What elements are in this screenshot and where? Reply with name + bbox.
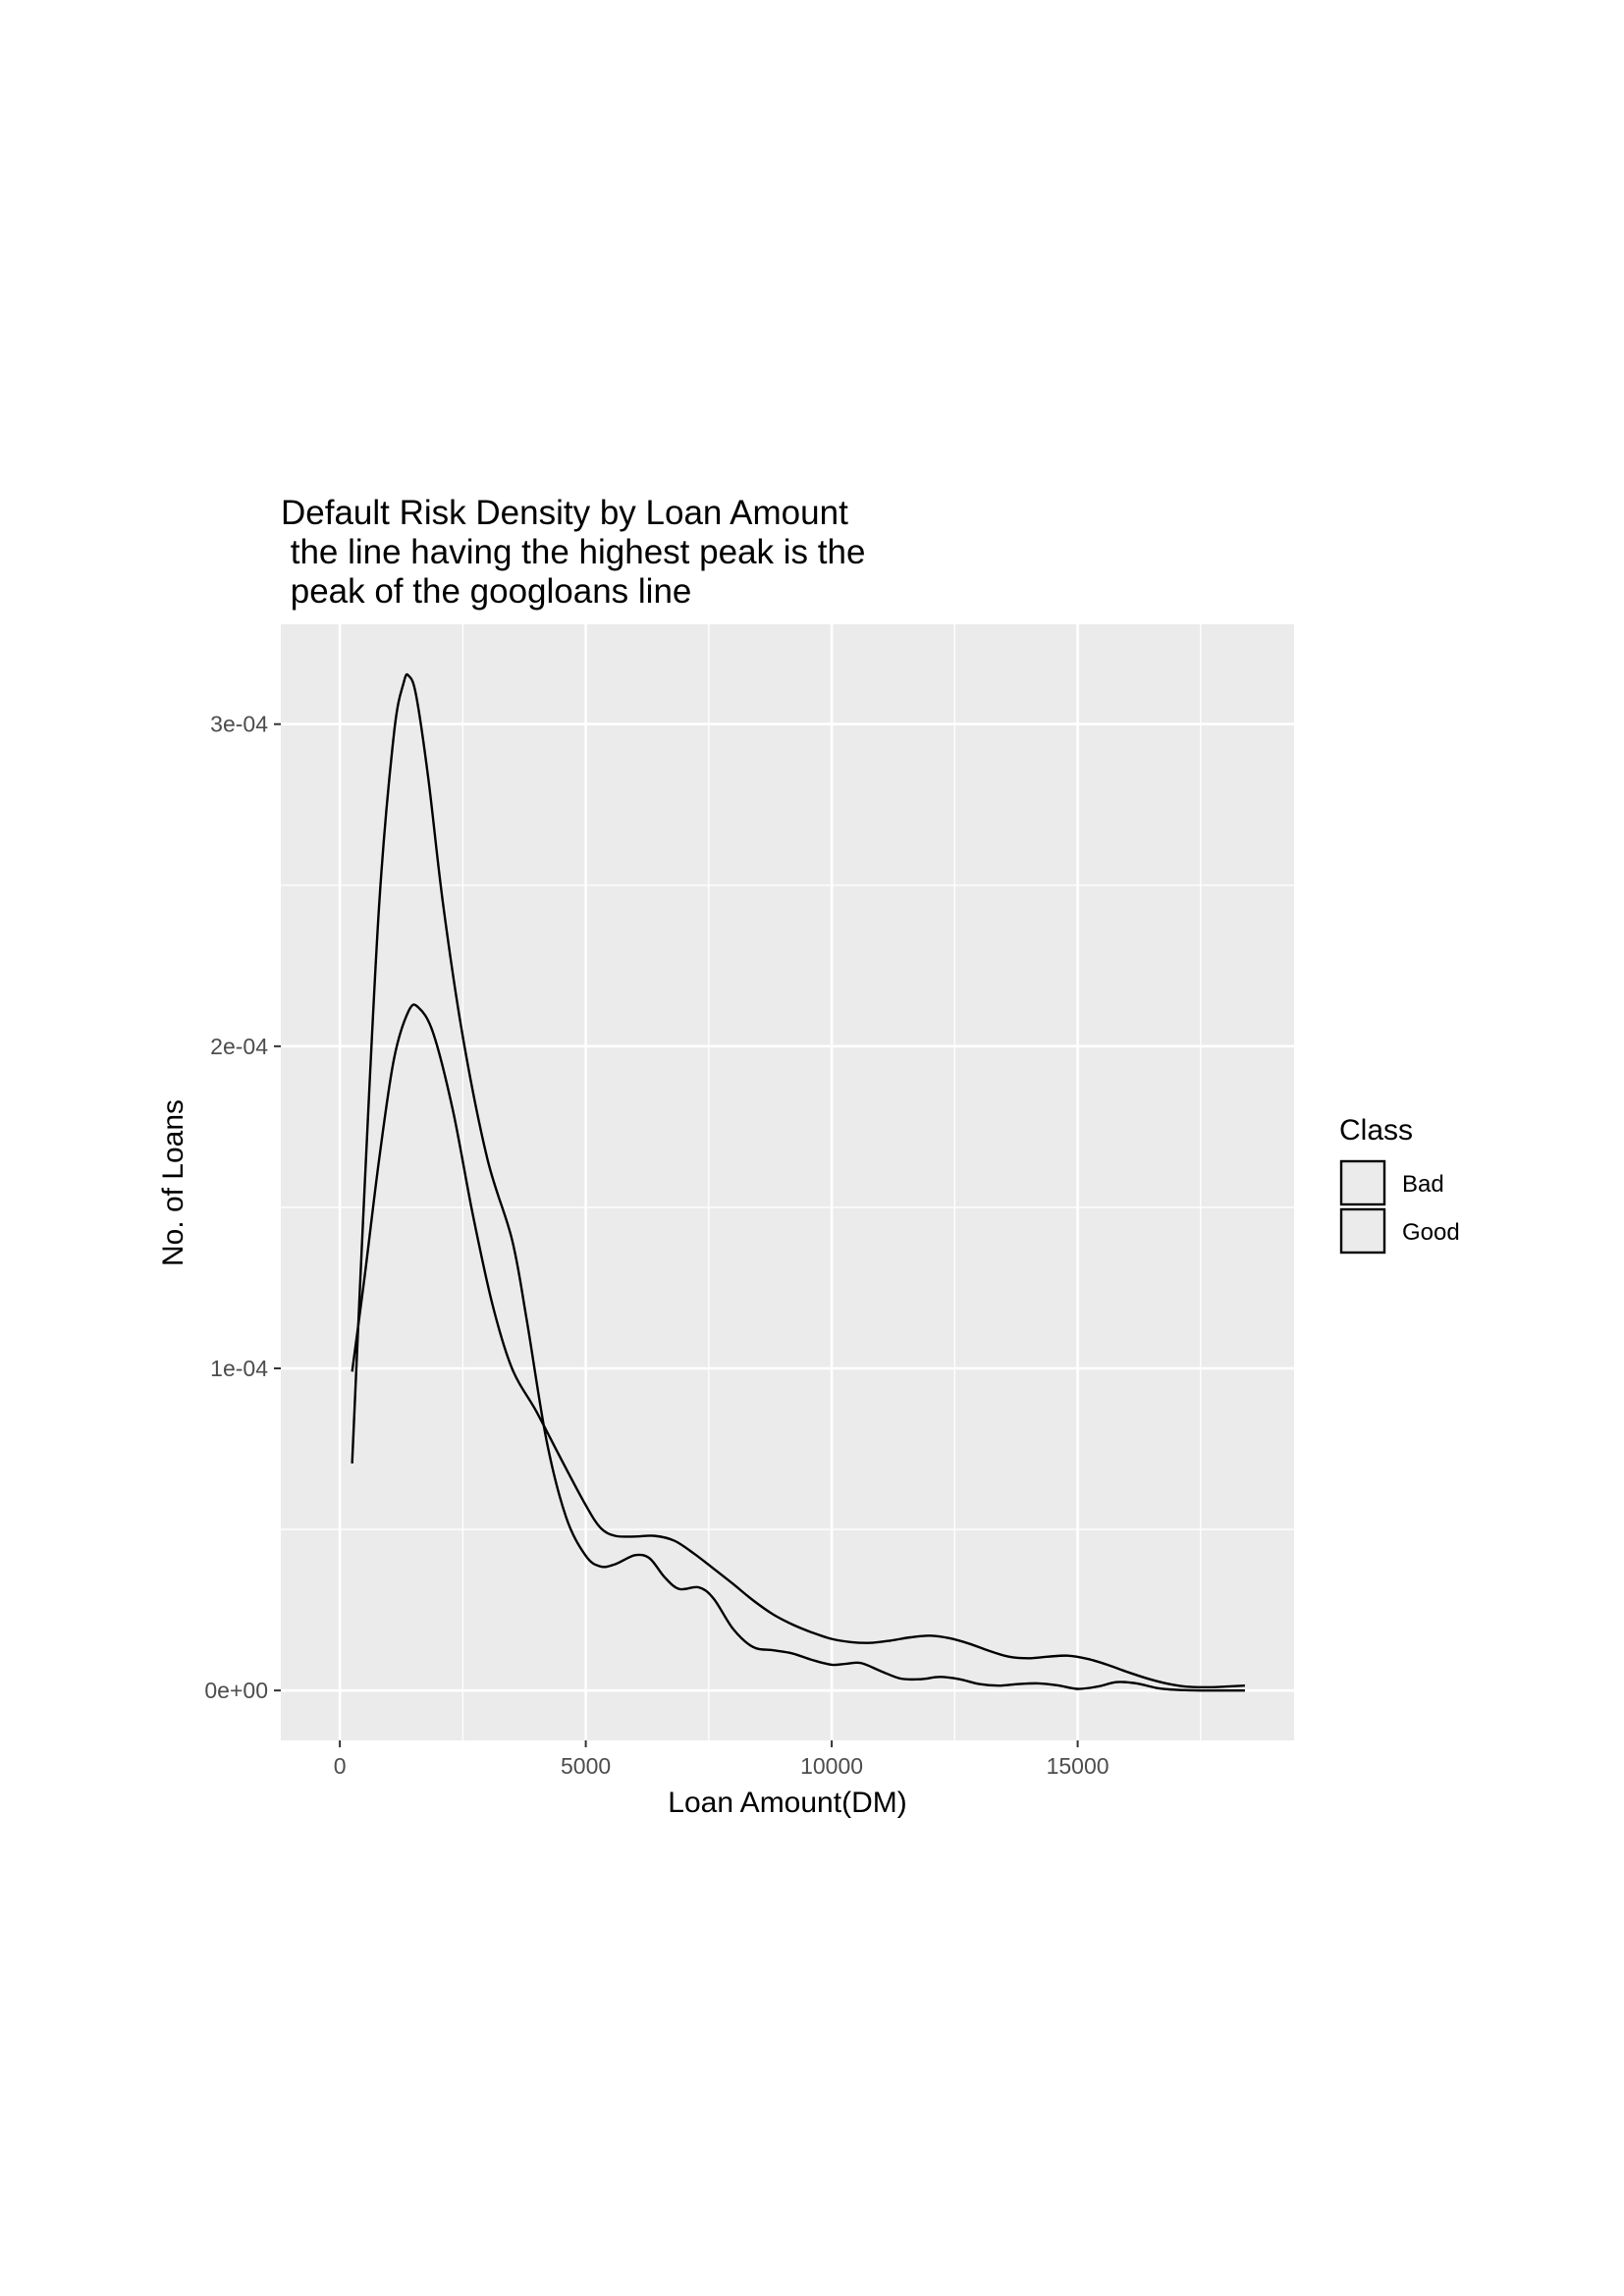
title-line-2: the line having the highest peak is the bbox=[281, 533, 865, 571]
chart-title: Default Risk Density by Loan Amount the … bbox=[281, 494, 865, 611]
x-tick-label: 5000 bbox=[561, 1753, 611, 1779]
density-line-good bbox=[351, 1003, 1245, 1689]
x-axis: 0 5000 10000 15000 bbox=[334, 1740, 1110, 1779]
title-line-1: Default Risk Density by Loan Amount bbox=[281, 494, 848, 532]
y-axis-title: No. of Loans bbox=[157, 1099, 189, 1266]
legend-key-good bbox=[1339, 1207, 1386, 1255]
grid-minor bbox=[281, 624, 1294, 1740]
density-line-bad bbox=[351, 672, 1245, 1692]
legend-key-bad bbox=[1339, 1159, 1386, 1206]
x-tick-label: 10000 bbox=[800, 1753, 863, 1779]
grid-major bbox=[281, 624, 1294, 1740]
y-tick-label: 1e-04 bbox=[210, 1356, 268, 1381]
legend-title: Class bbox=[1339, 1114, 1413, 1147]
legend-label-bad: Bad bbox=[1402, 1171, 1444, 1198]
plot-panel bbox=[281, 624, 1294, 1740]
legend: Class Bad Good bbox=[1339, 1114, 1460, 1255]
title-line-3: peak of the googloans line bbox=[281, 572, 691, 611]
series-layer bbox=[351, 672, 1245, 1692]
y-axis: 0e+00 1e-04 2e-04 3e-04 bbox=[204, 712, 281, 1703]
legend-label-good: Good bbox=[1402, 1219, 1460, 1246]
y-tick-label: 3e-04 bbox=[210, 712, 268, 737]
y-tick-label: 2e-04 bbox=[210, 1034, 268, 1059]
x-tick-label: 0 bbox=[334, 1753, 347, 1779]
y-tick-label: 0e+00 bbox=[204, 1678, 268, 1703]
x-axis-title: Loan Amount(DM) bbox=[668, 1787, 906, 1819]
x-tick-label: 15000 bbox=[1047, 1753, 1110, 1779]
